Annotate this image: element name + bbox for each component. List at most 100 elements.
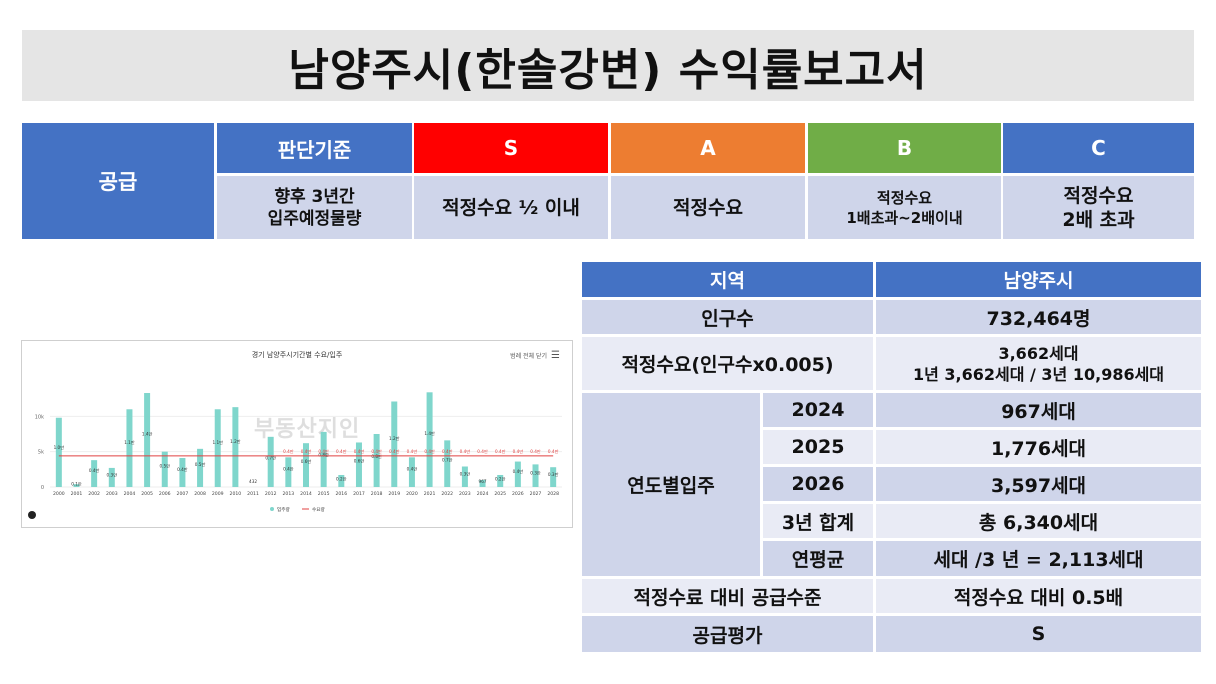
bar-data-label: 1.4만 [142,430,153,436]
chart-menu-label: 범례 전체 닫기 [510,353,548,360]
bar [444,440,451,487]
x-tick-label: 2027 [530,491,542,497]
bar-data-label: 0.3만 [548,471,559,477]
year-cell: 3년 합계 [763,504,873,538]
bar [338,474,345,487]
bar [179,458,186,487]
chart-title: 경기 남양주시기간별 수요/입주 [251,351,343,359]
demand-data-label: 0.4만 [513,448,524,454]
x-tick-label: 2004 [124,491,136,497]
x-tick-label: 2025 [494,491,506,497]
demand-row: 적정수요(인구수x0.005) 3,662세대 1년 3,662세대 / 3년 … [582,337,1201,390]
demand-value-line: 3,662세대 [998,343,1079,363]
bar-data-label: 0.4만 [283,466,294,472]
x-tick-label: 2028 [547,491,559,497]
bar [55,417,62,487]
demand-value: 3,662세대 1년 3,662세대 / 3년 10,986세대 [876,337,1201,390]
bar [285,457,292,487]
hamburger-menu-icon[interactable]: ☰ [551,350,560,361]
x-tick-label: 2018 [371,491,383,497]
x-tick-label: 2003 [106,491,118,497]
demand-data-label: 0.4만 [354,448,365,454]
year-cell: 2025 [763,430,873,464]
criteria-desc-line: 입주예정물량 [267,208,362,229]
year-cell: 연평균 [763,541,873,576]
bar [197,448,204,487]
year-value: 총 6,340세대 [876,504,1201,538]
bar [232,407,239,487]
bar-data-label: 0.6만 [301,458,312,464]
demand-label: 적정수요(인구수x0.005) [582,337,873,390]
x-tick-label: 2019 [388,491,400,497]
bar [514,461,521,487]
bar [161,451,168,487]
grade-s-desc: 적정수요 ½ 이내 [414,176,608,239]
x-tick-label: 2008 [194,491,206,497]
demand-data-label: 0.4만 [371,448,382,454]
x-tick-label: 2021 [424,491,436,497]
bar-data-label: 1.1만 [124,439,135,445]
demand-data-label: 0.4만 [389,448,400,454]
grade-b-desc: 적정수요 1배초과~2배이내 [808,176,1001,239]
x-tick-label: 2014 [300,491,312,497]
bar [550,467,557,487]
logo-icon [28,511,36,519]
year-value: 3,597세대 [876,467,1201,501]
bar-data-label: 0.4만 [89,467,100,473]
demand-data-label: 0.4만 [318,448,329,454]
bar [267,436,274,487]
bar [108,467,115,487]
year-value: 세대 /3 년 = 2,113세대 [876,541,1201,576]
bar-data-label: 0.3만 [460,471,471,477]
population-value: 732,464명 [876,300,1201,334]
x-tick-label: 2013 [282,491,294,497]
bar-data-label: 0.2만 [495,475,506,481]
year-cell: 2024 [763,393,873,427]
grade-c-header: C [1003,123,1194,173]
bar-data-label: 432 [249,479,257,484]
bar-data-label: 0.6만 [354,458,365,464]
x-tick-label: 2012 [265,491,277,497]
x-tick-label: 2022 [441,491,453,497]
y-tick-label: 0 [41,485,44,491]
rating-label: 공급평가 [582,616,873,652]
demand-data-label: 0.4만 [548,448,559,454]
bar-data-label: 0.3만 [107,472,118,478]
x-tick-label: 2006 [159,491,171,497]
chart-plot: 0 5k 10k 1.0만 2000 0.1만 2001 0.4만 2002 0.3만 2003 1.… [35,392,562,513]
demand-data-label: 0.4만 [407,448,418,454]
x-tick-label: 2005 [141,491,153,497]
bar [126,409,133,487]
criteria-table: 공급 판단기준 S A B C 향후 3년간 입주예정물량 적정수요 ½ 이내 … [22,123,1194,239]
bar-data-label: 1.2만 [230,438,241,444]
demand-data-label: 0.4만 [336,448,347,454]
grade-s-header: S [414,123,608,173]
x-tick-label: 2000 [53,491,65,497]
bar [408,457,415,487]
chart-menu[interactable]: 범례 전체 닫기 ☰ [510,350,560,361]
x-tick-label: 2011 [247,491,259,497]
y-tick-label: 5k [38,450,44,456]
bar-data-label: 0.5만 [195,461,206,467]
bar-data-label: 0.4만 [177,466,188,472]
grade-a-desc: 적정수요 [611,176,805,239]
rating-row: 공급평가 S [582,616,1201,652]
grade-b-desc-line: 1배초과~2배이내 [846,208,963,227]
grade-b-desc-line: 적정수요 [876,188,933,207]
bar [479,479,486,487]
bar [214,409,221,487]
bar-data-label: 0.8만 [318,452,329,458]
demand-data-label: 0.4만 [495,448,506,454]
x-tick-label: 2023 [459,491,471,497]
x-tick-label: 2026 [512,491,524,497]
criteria-desc-line: 향후 3년간 [274,186,355,207]
criteria-description: 향후 3년간 입주예정물량 [217,176,412,239]
population-label: 인구수 [582,300,873,334]
bar-data-label: 1.4만 [424,430,435,436]
year-cell: 2026 [763,467,873,501]
bar [497,474,504,487]
bar [373,434,380,487]
page-title: 남양주시(한솔강변) 수익률보고서 [288,44,928,96]
supply-level-label: 적정수료 대비 공급수준 [582,579,873,613]
bar-data-label: 1.1만 [212,439,223,445]
